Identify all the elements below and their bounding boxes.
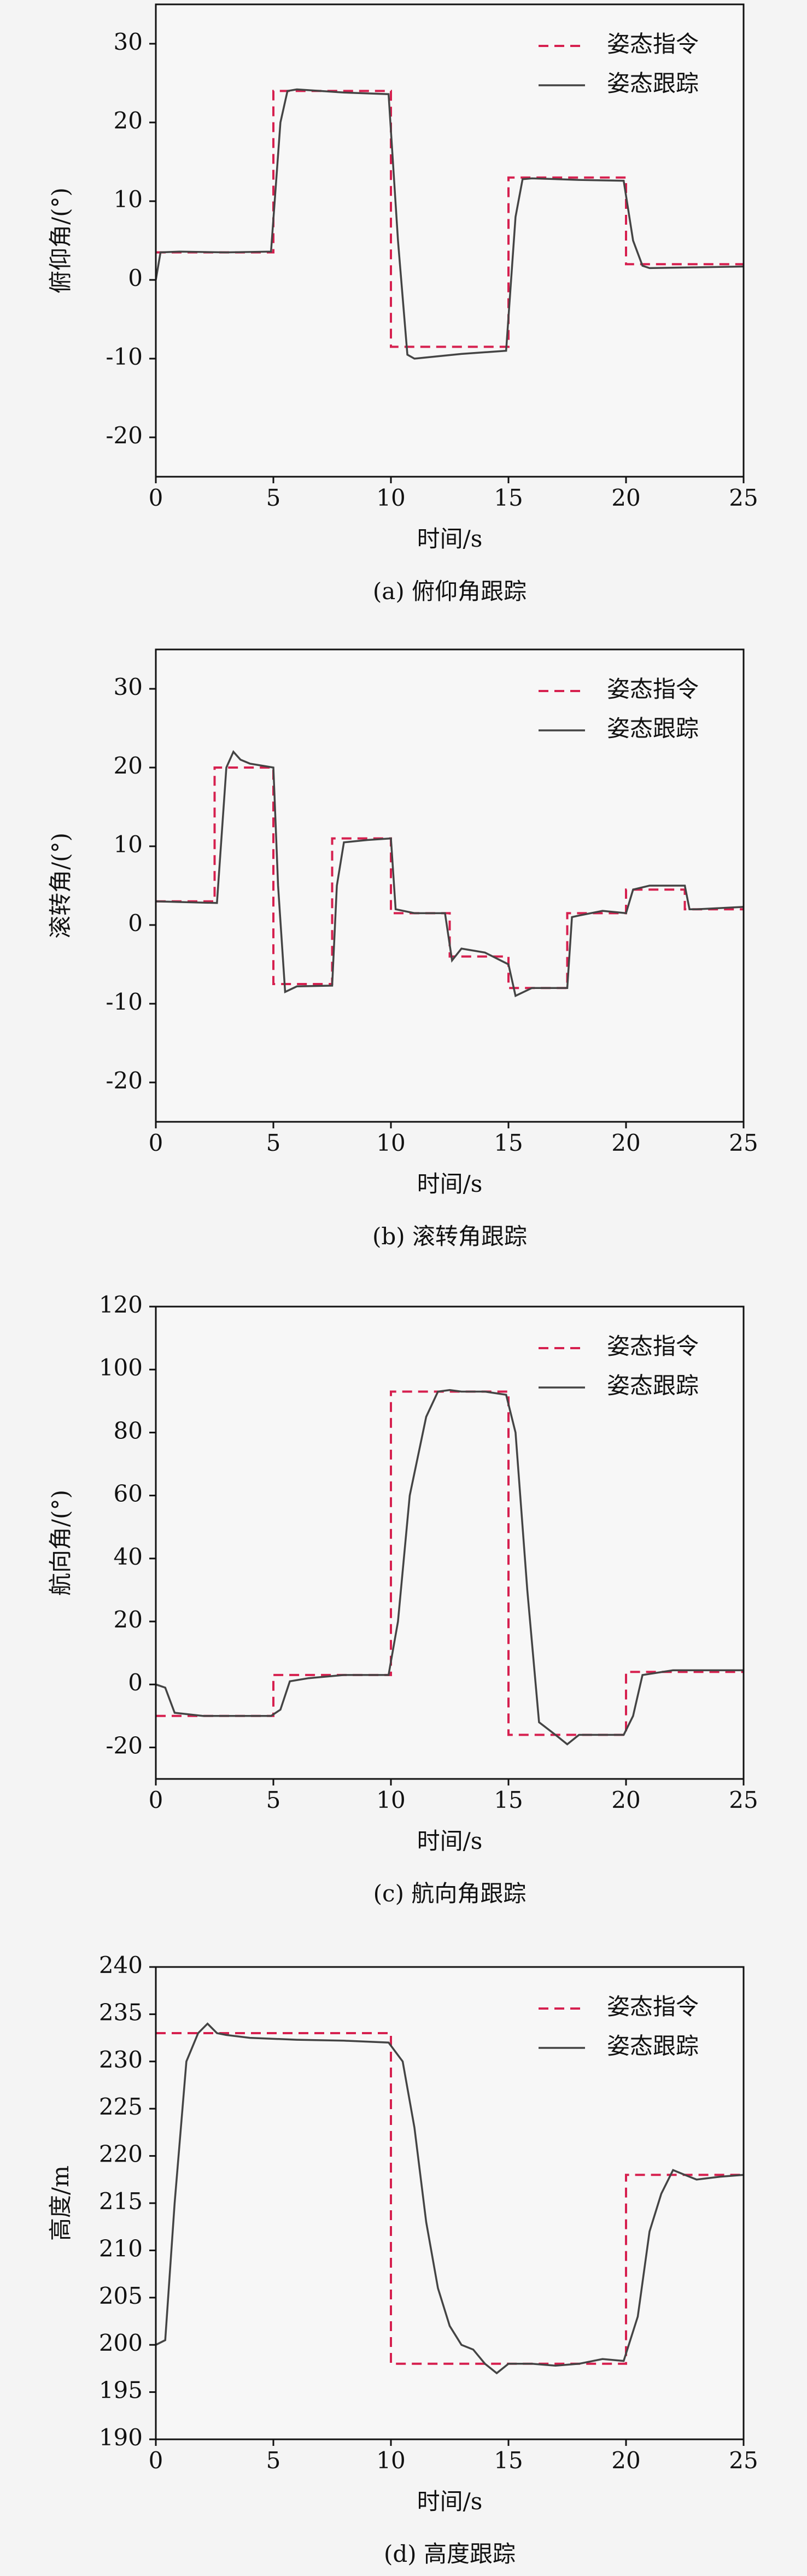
chart-caption: (b) 滚转角跟踪 xyxy=(372,1223,527,1250)
legend-label: 姿态指令 xyxy=(607,1333,699,1360)
x-tick-label: 10 xyxy=(376,2447,405,2474)
chart-caption: (c) 航向角跟踪 xyxy=(373,1880,527,1907)
x-tick-label: 25 xyxy=(729,484,758,511)
axes-frame xyxy=(155,1305,745,1780)
y-tick-label: -10 xyxy=(106,988,143,1015)
y-tick-label: 20 xyxy=(114,1606,143,1633)
y-tick-label: 40 xyxy=(114,1543,143,1570)
x-tick-label: 15 xyxy=(494,1787,523,1813)
x-tick-label: 5 xyxy=(266,1129,281,1156)
x-tick-label: 20 xyxy=(611,1129,640,1156)
y-tick-label: 20 xyxy=(114,752,143,779)
x-tick-label: 0 xyxy=(149,484,163,511)
y-axis-label: 滚转角/(°) xyxy=(47,833,74,939)
y-tick-label: 60 xyxy=(114,1480,143,1507)
data-line xyxy=(156,766,744,990)
axes-frame xyxy=(155,648,745,1123)
x-tick-label: 10 xyxy=(376,1129,405,1156)
x-tick-label: 25 xyxy=(729,2447,758,2474)
plot-area xyxy=(156,1307,744,1779)
chart-caption: (d) 高度跟踪 xyxy=(384,2540,516,2567)
y-tick-label: -20 xyxy=(106,422,143,449)
x-axis-label: 时间/s xyxy=(417,1170,483,1197)
y-tick-label: 210 xyxy=(99,2235,143,2262)
x-tick-label: 0 xyxy=(149,2447,163,2474)
y-tick-label: -20 xyxy=(106,1732,143,1759)
legend-label: 姿态指令 xyxy=(607,1993,699,2020)
x-tick-label: 20 xyxy=(611,484,640,511)
y-tick-label: 190 xyxy=(99,2424,143,2451)
x-tick-label: 0 xyxy=(149,1129,163,1156)
y-tick-label: 10 xyxy=(114,831,143,858)
y-tick-label: 10 xyxy=(114,186,143,213)
y-tick-label: 200 xyxy=(99,2329,143,2356)
y-tick-label: 195 xyxy=(99,2377,143,2404)
y-tick-label: 120 xyxy=(99,1291,143,1318)
legend-label: 姿态跟踪 xyxy=(607,715,699,742)
legend-label: 姿态指令 xyxy=(607,676,699,702)
y-tick-label: 205 xyxy=(99,2282,143,2309)
y-tick-label: -10 xyxy=(106,343,143,370)
x-tick-label: 10 xyxy=(376,484,405,511)
legend-label: 姿态指令 xyxy=(607,31,699,57)
axes-frame xyxy=(155,1966,745,2440)
y-axis-label: 俯仰角/(°) xyxy=(47,188,74,294)
legend-label: 姿态跟踪 xyxy=(607,1372,699,1399)
data-line xyxy=(156,90,744,348)
y-tick-label: 230 xyxy=(99,2046,143,2073)
x-tick-label: 5 xyxy=(266,484,281,511)
data-line xyxy=(155,88,744,360)
y-tick-label: 220 xyxy=(99,2141,143,2168)
y-axis-label: 航向角/(°) xyxy=(47,1490,74,1596)
x-tick-label: 25 xyxy=(729,1787,758,1813)
y-tick-label: 80 xyxy=(114,1417,143,1444)
x-tick-label: 20 xyxy=(611,1787,640,1813)
x-axis-label: 时间/s xyxy=(417,2488,483,2515)
data-line xyxy=(155,750,744,998)
x-tick-label: 5 xyxy=(266,2447,281,2474)
y-tick-label: 0 xyxy=(128,265,143,291)
legend-label: 姿态跟踪 xyxy=(607,2033,699,2059)
x-axis-label: 时间/s xyxy=(417,525,483,552)
y-tick-label: 100 xyxy=(99,1354,143,1381)
y-tick-label: 215 xyxy=(99,2188,143,2215)
plot-area xyxy=(156,1967,744,2439)
y-tick-label: 240 xyxy=(99,1952,143,1978)
data-line xyxy=(155,1389,744,1746)
y-tick-label: 225 xyxy=(99,2093,143,2120)
y-tick-label: 30 xyxy=(114,28,143,55)
x-axis-label: 时间/s xyxy=(417,1828,483,1854)
x-tick-label: 20 xyxy=(611,2447,640,2474)
y-tick-label: -20 xyxy=(106,1067,143,1094)
y-tick-label: 0 xyxy=(128,910,143,936)
x-tick-label: 25 xyxy=(729,1129,758,1156)
x-tick-label: 10 xyxy=(376,1787,405,1813)
y-tick-label: 235 xyxy=(99,1999,143,2025)
x-tick-label: 15 xyxy=(494,484,523,511)
y-axis-label: 高度/m xyxy=(47,2165,74,2241)
y-tick-label: 30 xyxy=(114,674,143,700)
plot-area xyxy=(156,4,744,477)
x-tick-label: 5 xyxy=(266,1787,281,1813)
chart-caption: (a) 俯仰角跟踪 xyxy=(373,578,527,605)
y-tick-label: 0 xyxy=(128,1669,143,1696)
x-tick-label: 15 xyxy=(494,2447,523,2474)
axes-frame xyxy=(155,3,745,478)
data-line xyxy=(155,2022,744,2375)
x-tick-label: 0 xyxy=(149,1787,163,1813)
legend-label: 姿态跟踪 xyxy=(607,70,699,97)
x-tick-label: 15 xyxy=(494,1129,523,1156)
y-tick-label: 20 xyxy=(114,107,143,134)
